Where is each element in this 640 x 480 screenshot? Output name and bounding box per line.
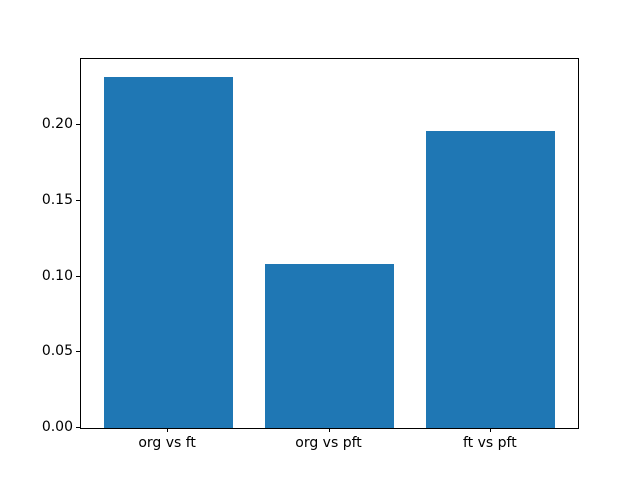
- y-tick-mark: [76, 427, 80, 428]
- x-tick-mark: [489, 428, 491, 432]
- y-tick-mark: [76, 199, 80, 201]
- y-tick-mark: [76, 351, 80, 353]
- bar-org-vs-pft: [264, 264, 395, 428]
- plot-area: [80, 58, 579, 429]
- x-tick-mark: [328, 428, 330, 432]
- y-tick-mark: [76, 275, 80, 277]
- bar-org-vs-ft: [103, 76, 233, 428]
- y-tick-label: 0.20: [41, 116, 73, 133]
- y-tick-label: 0.15: [41, 191, 73, 208]
- bar-ft-vs-pft: [426, 131, 556, 428]
- x-tick-label: org vs pft: [295, 435, 362, 451]
- y-tick-label: 0.10: [41, 267, 73, 284]
- y-tick-label: 0.05: [41, 343, 73, 360]
- y-tick-label: 0.00: [41, 419, 73, 435]
- x-tick-mark: [167, 428, 169, 432]
- x-tick-label: org vs ft: [138, 435, 196, 451]
- x-tick-label: ft vs pft: [463, 435, 517, 451]
- y-tick-mark: [76, 124, 80, 126]
